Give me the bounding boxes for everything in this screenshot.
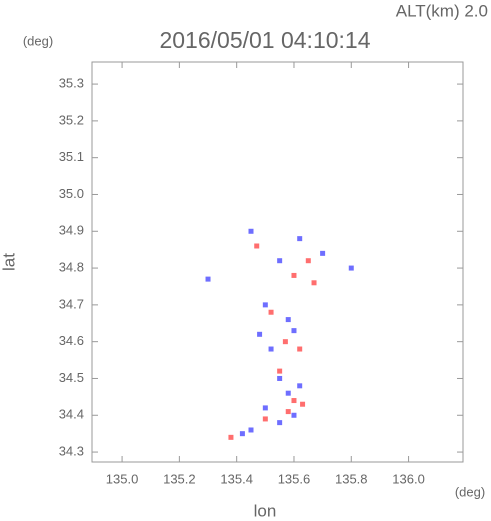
data-point — [285, 317, 291, 323]
data-point — [277, 375, 283, 381]
data-point — [277, 420, 283, 426]
data-point — [262, 405, 268, 411]
data-point — [297, 346, 303, 352]
x-tick-label: 135.6 — [278, 471, 311, 486]
x-tick-label: 135.4 — [220, 471, 253, 486]
data-point — [311, 280, 317, 286]
y-unit: (deg) — [23, 33, 53, 48]
data-point — [291, 412, 297, 418]
y-tick-label: 35.1 — [59, 149, 84, 164]
data-point — [282, 339, 288, 345]
data-point — [262, 416, 268, 422]
data-point — [277, 368, 283, 374]
x-tick-label: 136.0 — [392, 471, 425, 486]
data-point — [262, 302, 268, 308]
y-tick-label: 34.6 — [59, 333, 84, 348]
chart-subtitle: ALT(km) 2.0 — [396, 1, 488, 20]
data-point — [285, 409, 291, 415]
data-point — [228, 434, 234, 440]
x-tick-label: 135.2 — [163, 471, 196, 486]
x-tick-label: 135.0 — [106, 471, 139, 486]
y-tick-label: 34.7 — [59, 296, 84, 311]
y-tick-label: 35.2 — [59, 112, 84, 127]
y-tick-label: 34.5 — [59, 370, 84, 385]
data-point — [320, 250, 326, 256]
data-point — [348, 265, 354, 271]
chart-title: 2016/05/01 04:10:14 — [159, 27, 370, 53]
data-point — [305, 258, 311, 264]
data-point — [257, 331, 263, 337]
y-tick-label: 34.3 — [59, 444, 84, 459]
data-point — [268, 309, 274, 315]
y-tick-label: 34.4 — [59, 407, 84, 422]
data-point — [239, 431, 245, 437]
data-point — [254, 243, 260, 249]
data-point — [297, 383, 303, 389]
y-tick-label: 34.9 — [59, 223, 84, 238]
plot-frame — [91, 61, 464, 463]
data-point — [291, 272, 297, 278]
data-point — [291, 328, 297, 334]
x-tick-label: 135.8 — [335, 471, 368, 486]
data-point — [248, 427, 254, 433]
x-axis-label: lon — [254, 501, 277, 520]
y-axis-label: lat — [0, 253, 18, 271]
data-point — [300, 401, 306, 407]
data-point — [277, 258, 283, 264]
data-point — [291, 398, 297, 404]
data-point — [297, 236, 303, 242]
y-tick-label: 35.3 — [59, 76, 84, 91]
data-point — [248, 228, 254, 234]
data-point — [205, 276, 211, 282]
y-tick-label: 35.0 — [59, 186, 84, 201]
data-point — [285, 390, 291, 396]
data-point — [268, 346, 274, 352]
x-unit: (deg) — [455, 484, 485, 499]
y-tick-label: 34.8 — [59, 260, 84, 275]
